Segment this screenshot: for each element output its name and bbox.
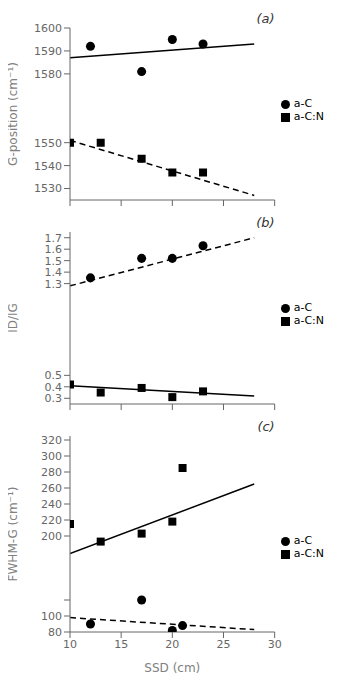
svg-text:100: 100 <box>41 610 62 623</box>
html-text:a-C: a-C <box>293 301 313 314</box>
svg-text:80: 80 <box>48 626 62 639</box>
svg-text:SSD (cm): SSD (cm) <box>144 661 200 675</box>
svg-text:ID/IG: ID/IG <box>8 303 20 333</box>
svg-text:0.3: 0.3 <box>45 392 63 405</box>
svg-text:320: 320 <box>41 434 62 447</box>
svg-text:0.4: 0.4 <box>45 381 63 394</box>
svg-text:G-position (cm⁻¹): G-position (cm⁻¹) <box>8 62 20 166</box>
svg-text:1600: 1600 <box>34 22 62 35</box>
svg-text:(c): (c) <box>257 419 274 434</box>
html-text:a-C:N: a-C:N <box>293 110 324 123</box>
svg-text:FWHM-G (cm⁻¹): FWHM-G (cm⁻¹) <box>8 487 20 582</box>
svg-text:(a): (a) <box>257 11 275 26</box>
svg-text:220: 220 <box>41 514 62 527</box>
html-text:a-C: a-C <box>293 534 313 547</box>
html-text:a-C:N: a-C:N <box>293 314 324 327</box>
html-text:a-C:N: a-C:N <box>293 547 324 560</box>
svg-text:1590: 1590 <box>34 45 62 58</box>
svg-text:1.7: 1.7 <box>45 232 63 245</box>
svg-text:1.5: 1.5 <box>45 255 63 268</box>
svg-text:260: 260 <box>41 482 62 495</box>
svg-text:1.4: 1.4 <box>45 266 63 279</box>
svg-text:300: 300 <box>41 450 62 463</box>
svg-text:240: 240 <box>41 498 62 511</box>
svg-text:0.5: 0.5 <box>45 369 63 382</box>
svg-text:1540: 1540 <box>34 160 62 173</box>
svg-text:10: 10 <box>63 638 77 651</box>
svg-text:30: 30 <box>268 638 282 651</box>
svg-text:1530: 1530 <box>34 182 62 195</box>
svg-text:25: 25 <box>217 638 231 651</box>
svg-text:200: 200 <box>41 530 62 543</box>
svg-text:1.3: 1.3 <box>45 278 63 291</box>
svg-text:1550: 1550 <box>34 137 62 150</box>
svg-text:1580: 1580 <box>34 68 62 81</box>
svg-text:1.6: 1.6 <box>45 243 63 256</box>
svg-text:280: 280 <box>41 466 62 479</box>
svg-text:(b): (b) <box>256 215 274 230</box>
svg-text:20: 20 <box>165 638 179 651</box>
svg-text:15: 15 <box>114 638 128 651</box>
html-text:a-C: a-C <box>293 97 313 110</box>
